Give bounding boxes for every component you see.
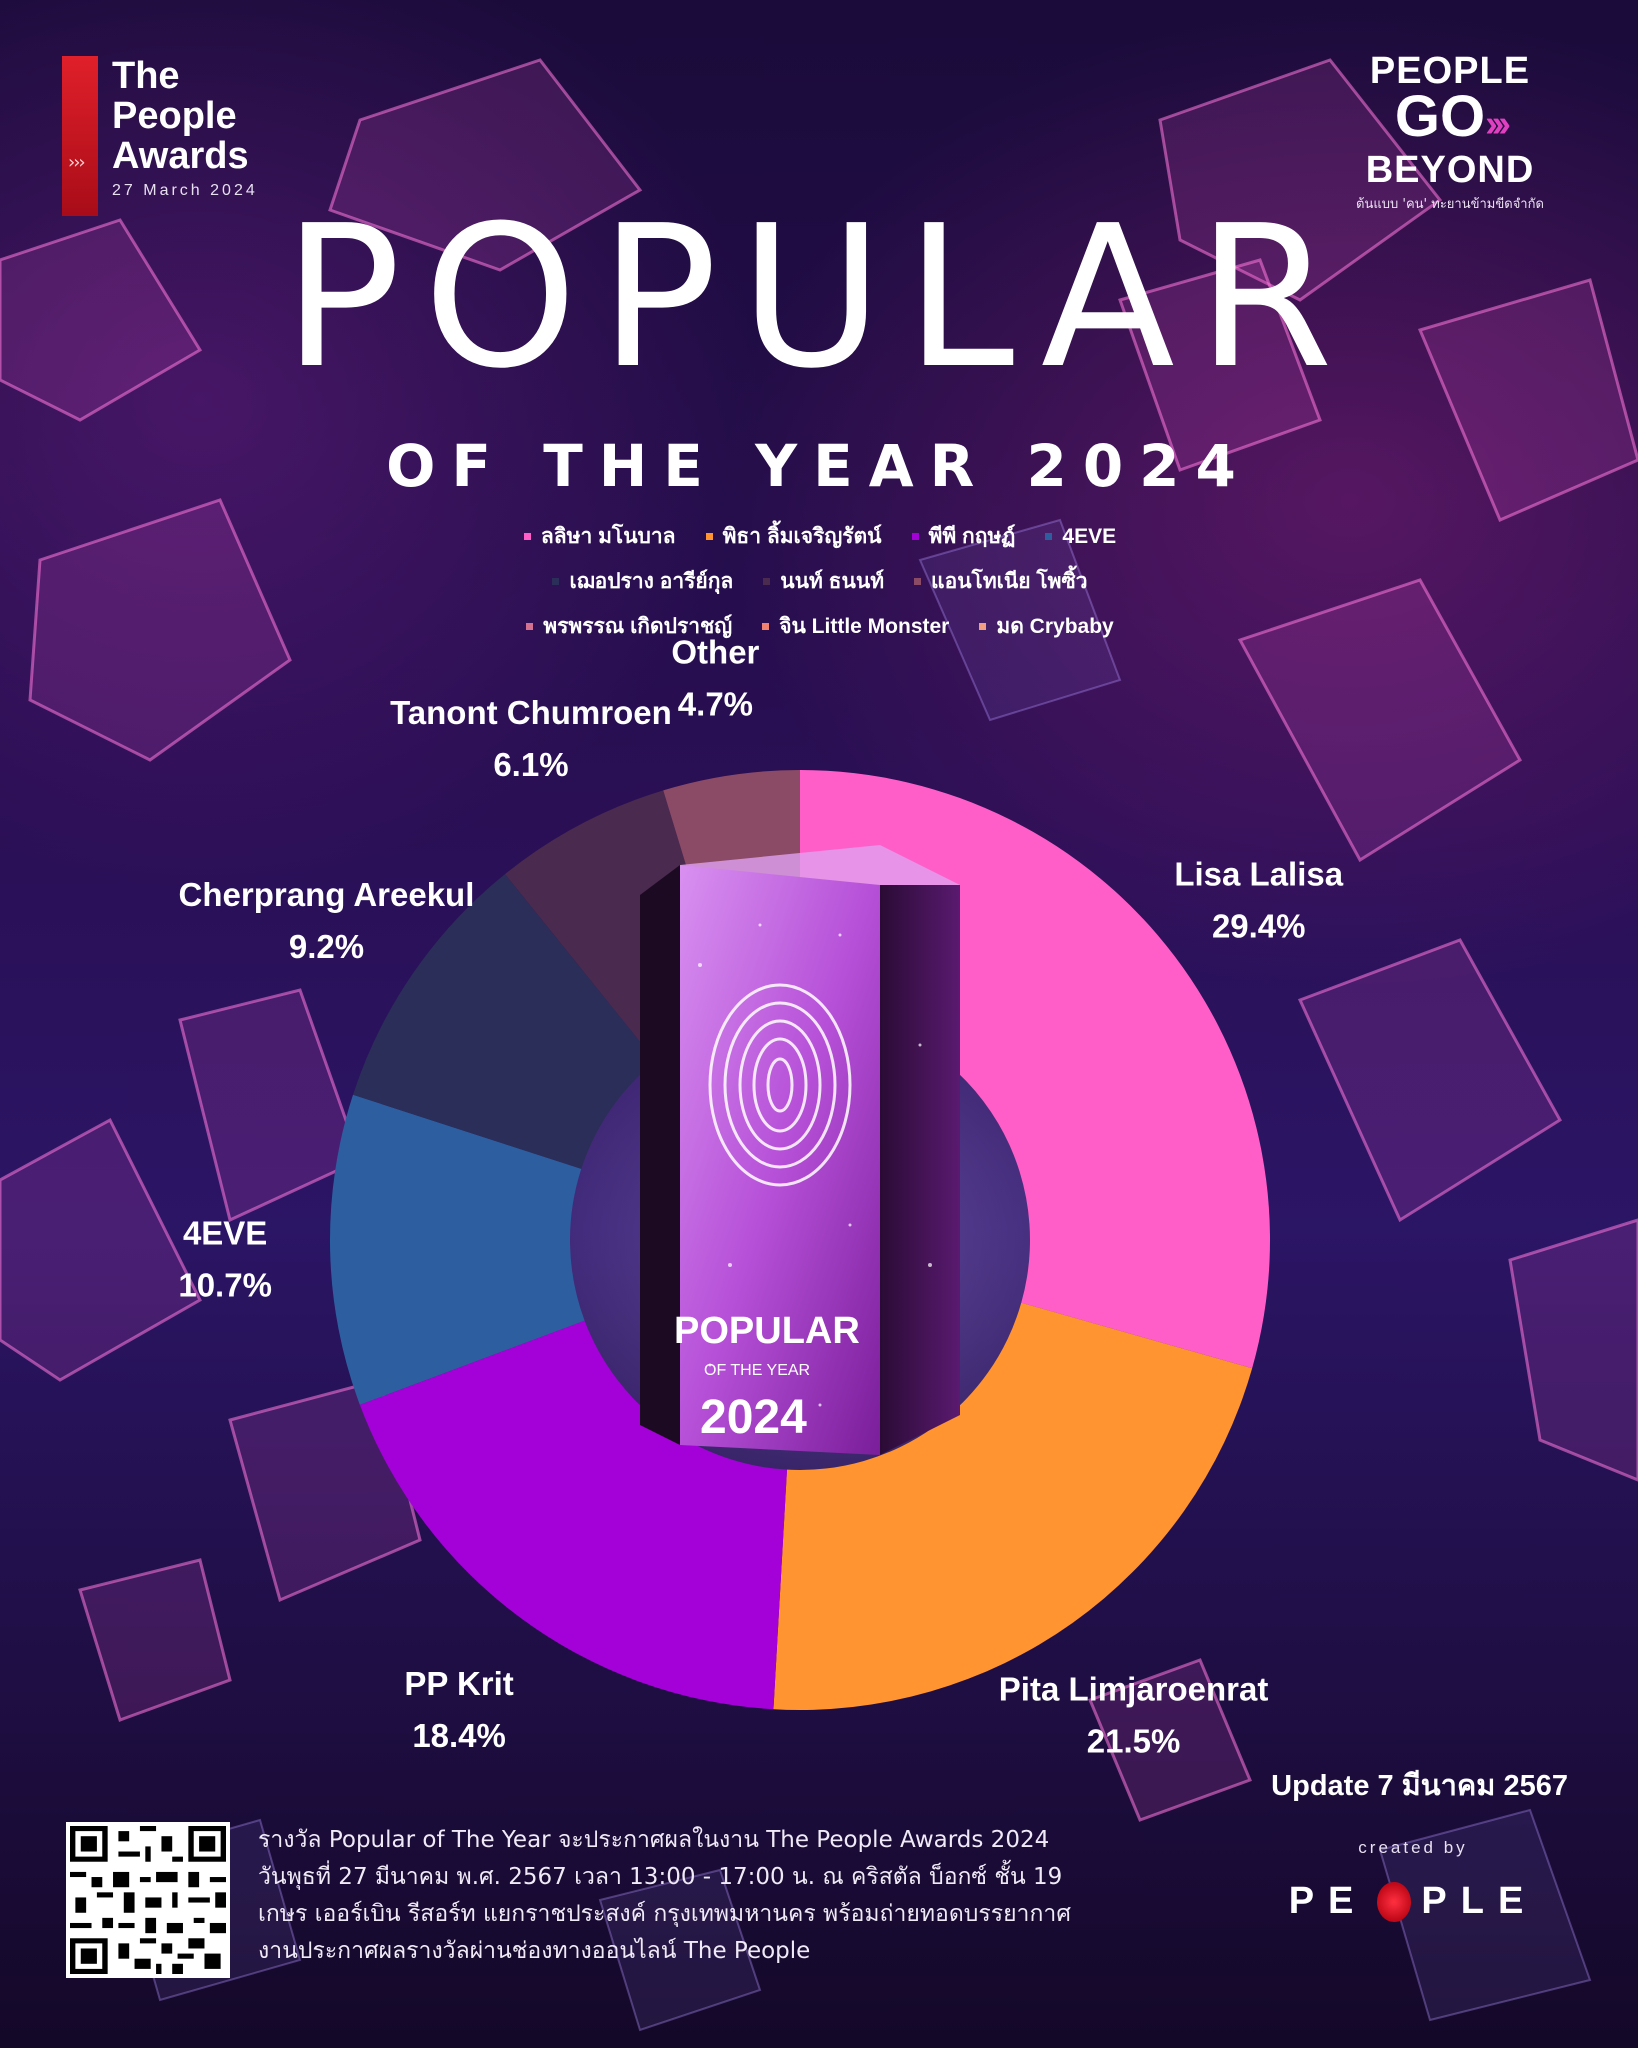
slice-value-label: 18.4%: [412, 1717, 506, 1754]
logo-line-3: Awards: [112, 135, 249, 177]
legend-label: 4EVE: [1062, 524, 1117, 548]
qr-code[interactable]: [66, 1822, 230, 1978]
footer-line-4: งานประกาศผลรางวัลผ่านช่องทางออนไลน์ The …: [258, 1938, 811, 1964]
legend-item: พิธา ลิ้มเจริญรัตน์: [705, 520, 882, 553]
legend-row: เฌอปราง อารีย์กุล นนท์ ธนนท์ แอนโทเนีย โพซ…: [240, 565, 1400, 598]
legend-item: พรพรรณ เกิดปราชญ์: [526, 610, 732, 643]
slice-value-label: 21.5%: [1087, 1722, 1181, 1759]
legend-label: จิน Little Monster: [779, 615, 950, 638]
legend-label: นนท์ ธนนท์: [780, 570, 885, 593]
slice-name-label: 4EVE: [183, 1215, 267, 1252]
legend-label: พิธา ลิ้มเจริญรัตน์: [722, 525, 882, 548]
fingerprint-icon: [1377, 1881, 1412, 1922]
footer-text: รางวัล Popular of The Year จะประกาศผลในง…: [258, 1822, 1158, 1970]
logo-date: 27 March 2024: [112, 182, 258, 199]
slice-name-label: Cherprang Areekul: [179, 876, 475, 913]
logo-bar: [62, 56, 98, 216]
the-people-logo: PE PLE: [1288, 1880, 1538, 1923]
legend-label: มด Crybaby: [996, 615, 1114, 638]
donut-slice: [330, 1094, 585, 1405]
logo-text-left: PE: [1288, 1880, 1368, 1922]
legend-item: แอนโทเนีย โพซิ้ว: [914, 565, 1088, 598]
chart-legend: ลลิษา มโนบาล พิธา ลิ้มเจริญรัตน์ พีพี กฤษฏ…: [240, 520, 1400, 655]
donut-slice: [353, 874, 656, 1169]
legend-swatch: [705, 533, 713, 540]
legend-item: เฌอปราง อารีย์กุล: [552, 565, 733, 598]
donut-slice: [773, 1302, 1253, 1711]
legend-row: ลลิษา มโนบาล พิธา ลิ้มเจริญรัตน์ พีพี กฤษฏ…: [240, 520, 1400, 553]
slice-value-label: 6.1%: [493, 746, 568, 783]
slice-name-label: Other: [671, 633, 759, 670]
slice-value-label: 4.7%: [678, 685, 753, 722]
created-by: created by PE PLE: [1288, 1838, 1538, 1923]
slice-value-label: 10.7%: [178, 1267, 272, 1304]
donut-slice: [359, 1320, 788, 1710]
trophy-image: POPULAR OF THE YEAR 2024: [640, 845, 960, 1455]
slice-name-label: Lisa Lalisa: [1174, 855, 1343, 892]
slice-name-label: Pita Limjaroenrat: [999, 1670, 1269, 1707]
footer-line-3: เกษร เออร์เบิน รีสอร์ท แยกราชประสงค์ กรุ…: [258, 1901, 1071, 1927]
page-title: POPULAR: [282, 184, 1356, 412]
pgb-line-3: BEYOND: [1365, 149, 1535, 191]
slice-name-label: PP Krit: [404, 1665, 513, 1702]
pgb-line-1: PEOPLE: [1369, 50, 1531, 92]
logo-line-1: The: [112, 55, 180, 97]
legend-swatch: [523, 533, 531, 540]
legend-swatch: [911, 533, 919, 540]
legend-item: พีพี กฤษฏ์: [911, 520, 1016, 553]
legend-swatch: [762, 623, 770, 630]
trophy-title: POPULAR: [674, 1310, 860, 1352]
footer-line-2: วันพุธที่ 27 มีนาคม พ.ศ. 2567 เวลา 13:00…: [258, 1864, 1063, 1890]
legend-label: พรพรรณ เกิดปราชญ์: [543, 615, 733, 638]
logo-text-right: PLE: [1421, 1880, 1538, 1922]
legend-item: มด Crybaby: [979, 610, 1114, 643]
pgb-tagline: ต้นแบบ 'คน' ทะยานข้ามขีดจำกัด: [1356, 197, 1544, 212]
pgb-line-2: GO: [1394, 84, 1486, 149]
legend-label: แอนโทเนีย โพซิ้ว: [931, 570, 1088, 593]
legend-item: 4EVE: [1045, 520, 1116, 553]
legend-label: เฌอปราง อารีย์กุล: [569, 570, 734, 593]
legend-swatch: [914, 578, 922, 585]
legend-swatch: [763, 578, 771, 585]
legend-row: พรพรรณ เกิดปราชญ์ จิน Little Monster มด Cr…: [240, 610, 1400, 643]
legend-swatch: [1045, 533, 1053, 540]
people-go-beyond-logo: PEOPLE GO››› BEYOND ต้นแบบ 'คน' ทะยานข้า…: [1330, 52, 1570, 214]
update-date: Update 7 มีนาคม 2567: [1271, 1770, 1568, 1802]
created-by-label: created by: [1358, 1838, 1468, 1857]
slice-value-label: 9.2%: [289, 928, 364, 965]
legend-swatch: [979, 623, 987, 630]
logo-line-2: People: [112, 95, 237, 137]
people-awards-logo: The People Awards 27 March 2024: [62, 56, 258, 216]
trophy-year: 2024: [700, 1391, 807, 1444]
legend-item: นนท์ ธนนท์: [763, 565, 884, 598]
legend-label: ลลิษา มโนบาล: [540, 525, 676, 548]
legend-swatch: [552, 578, 560, 585]
slice-value-label: 29.4%: [1212, 907, 1306, 944]
page-subtitle: OF THE YEAR 2024: [386, 432, 1252, 500]
legend-label: พีพี กฤษฏ์: [928, 525, 1016, 548]
legend-item: จิน Little Monster: [762, 610, 949, 643]
legend-item: ลลิษา มโนบาล: [523, 520, 676, 553]
trophy-sub: OF THE YEAR: [704, 1362, 810, 1379]
legend-swatch: [526, 623, 534, 630]
slice-name-label: Tanont Chumroen: [390, 694, 672, 731]
footer-line-1: รางวัล Popular of The Year จะประกาศผลในง…: [258, 1827, 1050, 1853]
